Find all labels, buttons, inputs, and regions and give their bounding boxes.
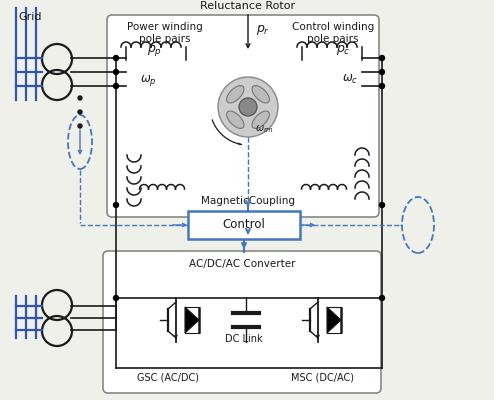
Text: Control winding
pole pairs: Control winding pole pairs bbox=[292, 22, 374, 44]
Text: MagneticCoupling: MagneticCoupling bbox=[201, 196, 295, 206]
Text: $p_p$: $p_p$ bbox=[147, 43, 163, 58]
Ellipse shape bbox=[227, 86, 244, 103]
Circle shape bbox=[379, 202, 384, 208]
Text: Reluctance Rotor: Reluctance Rotor bbox=[201, 1, 295, 11]
FancyBboxPatch shape bbox=[188, 211, 300, 239]
Text: MSC (DC/AC): MSC (DC/AC) bbox=[290, 373, 354, 383]
Circle shape bbox=[114, 70, 119, 74]
Text: $\omega_{rm}$: $\omega_{rm}$ bbox=[255, 123, 274, 135]
Circle shape bbox=[379, 296, 384, 300]
Circle shape bbox=[379, 84, 384, 88]
Text: GSC (AC/DC): GSC (AC/DC) bbox=[137, 373, 199, 383]
Ellipse shape bbox=[252, 86, 269, 103]
Text: Control: Control bbox=[223, 218, 265, 232]
Text: $p_r$: $p_r$ bbox=[256, 23, 270, 37]
Text: $p_c$: $p_c$ bbox=[336, 43, 350, 57]
Text: $\omega_c$: $\omega_c$ bbox=[342, 73, 358, 86]
Text: $\omega_p$: $\omega_p$ bbox=[140, 73, 156, 88]
Circle shape bbox=[218, 77, 278, 137]
Text: DC Link: DC Link bbox=[225, 334, 263, 344]
Ellipse shape bbox=[252, 111, 269, 128]
Text: Power winding
pole pairs: Power winding pole pairs bbox=[127, 22, 203, 44]
Circle shape bbox=[78, 110, 82, 114]
Circle shape bbox=[114, 56, 119, 60]
Circle shape bbox=[78, 124, 82, 128]
Text: AC/DC/AC Converter: AC/DC/AC Converter bbox=[189, 259, 295, 269]
Text: Grid: Grid bbox=[18, 12, 41, 22]
FancyBboxPatch shape bbox=[107, 15, 379, 217]
Circle shape bbox=[114, 202, 119, 208]
Circle shape bbox=[379, 56, 384, 60]
Polygon shape bbox=[185, 307, 199, 333]
Circle shape bbox=[379, 70, 384, 74]
Circle shape bbox=[114, 84, 119, 88]
Circle shape bbox=[239, 98, 257, 116]
Circle shape bbox=[114, 296, 119, 300]
Polygon shape bbox=[327, 307, 341, 333]
Circle shape bbox=[78, 96, 82, 100]
FancyBboxPatch shape bbox=[103, 251, 381, 393]
Ellipse shape bbox=[227, 111, 244, 128]
